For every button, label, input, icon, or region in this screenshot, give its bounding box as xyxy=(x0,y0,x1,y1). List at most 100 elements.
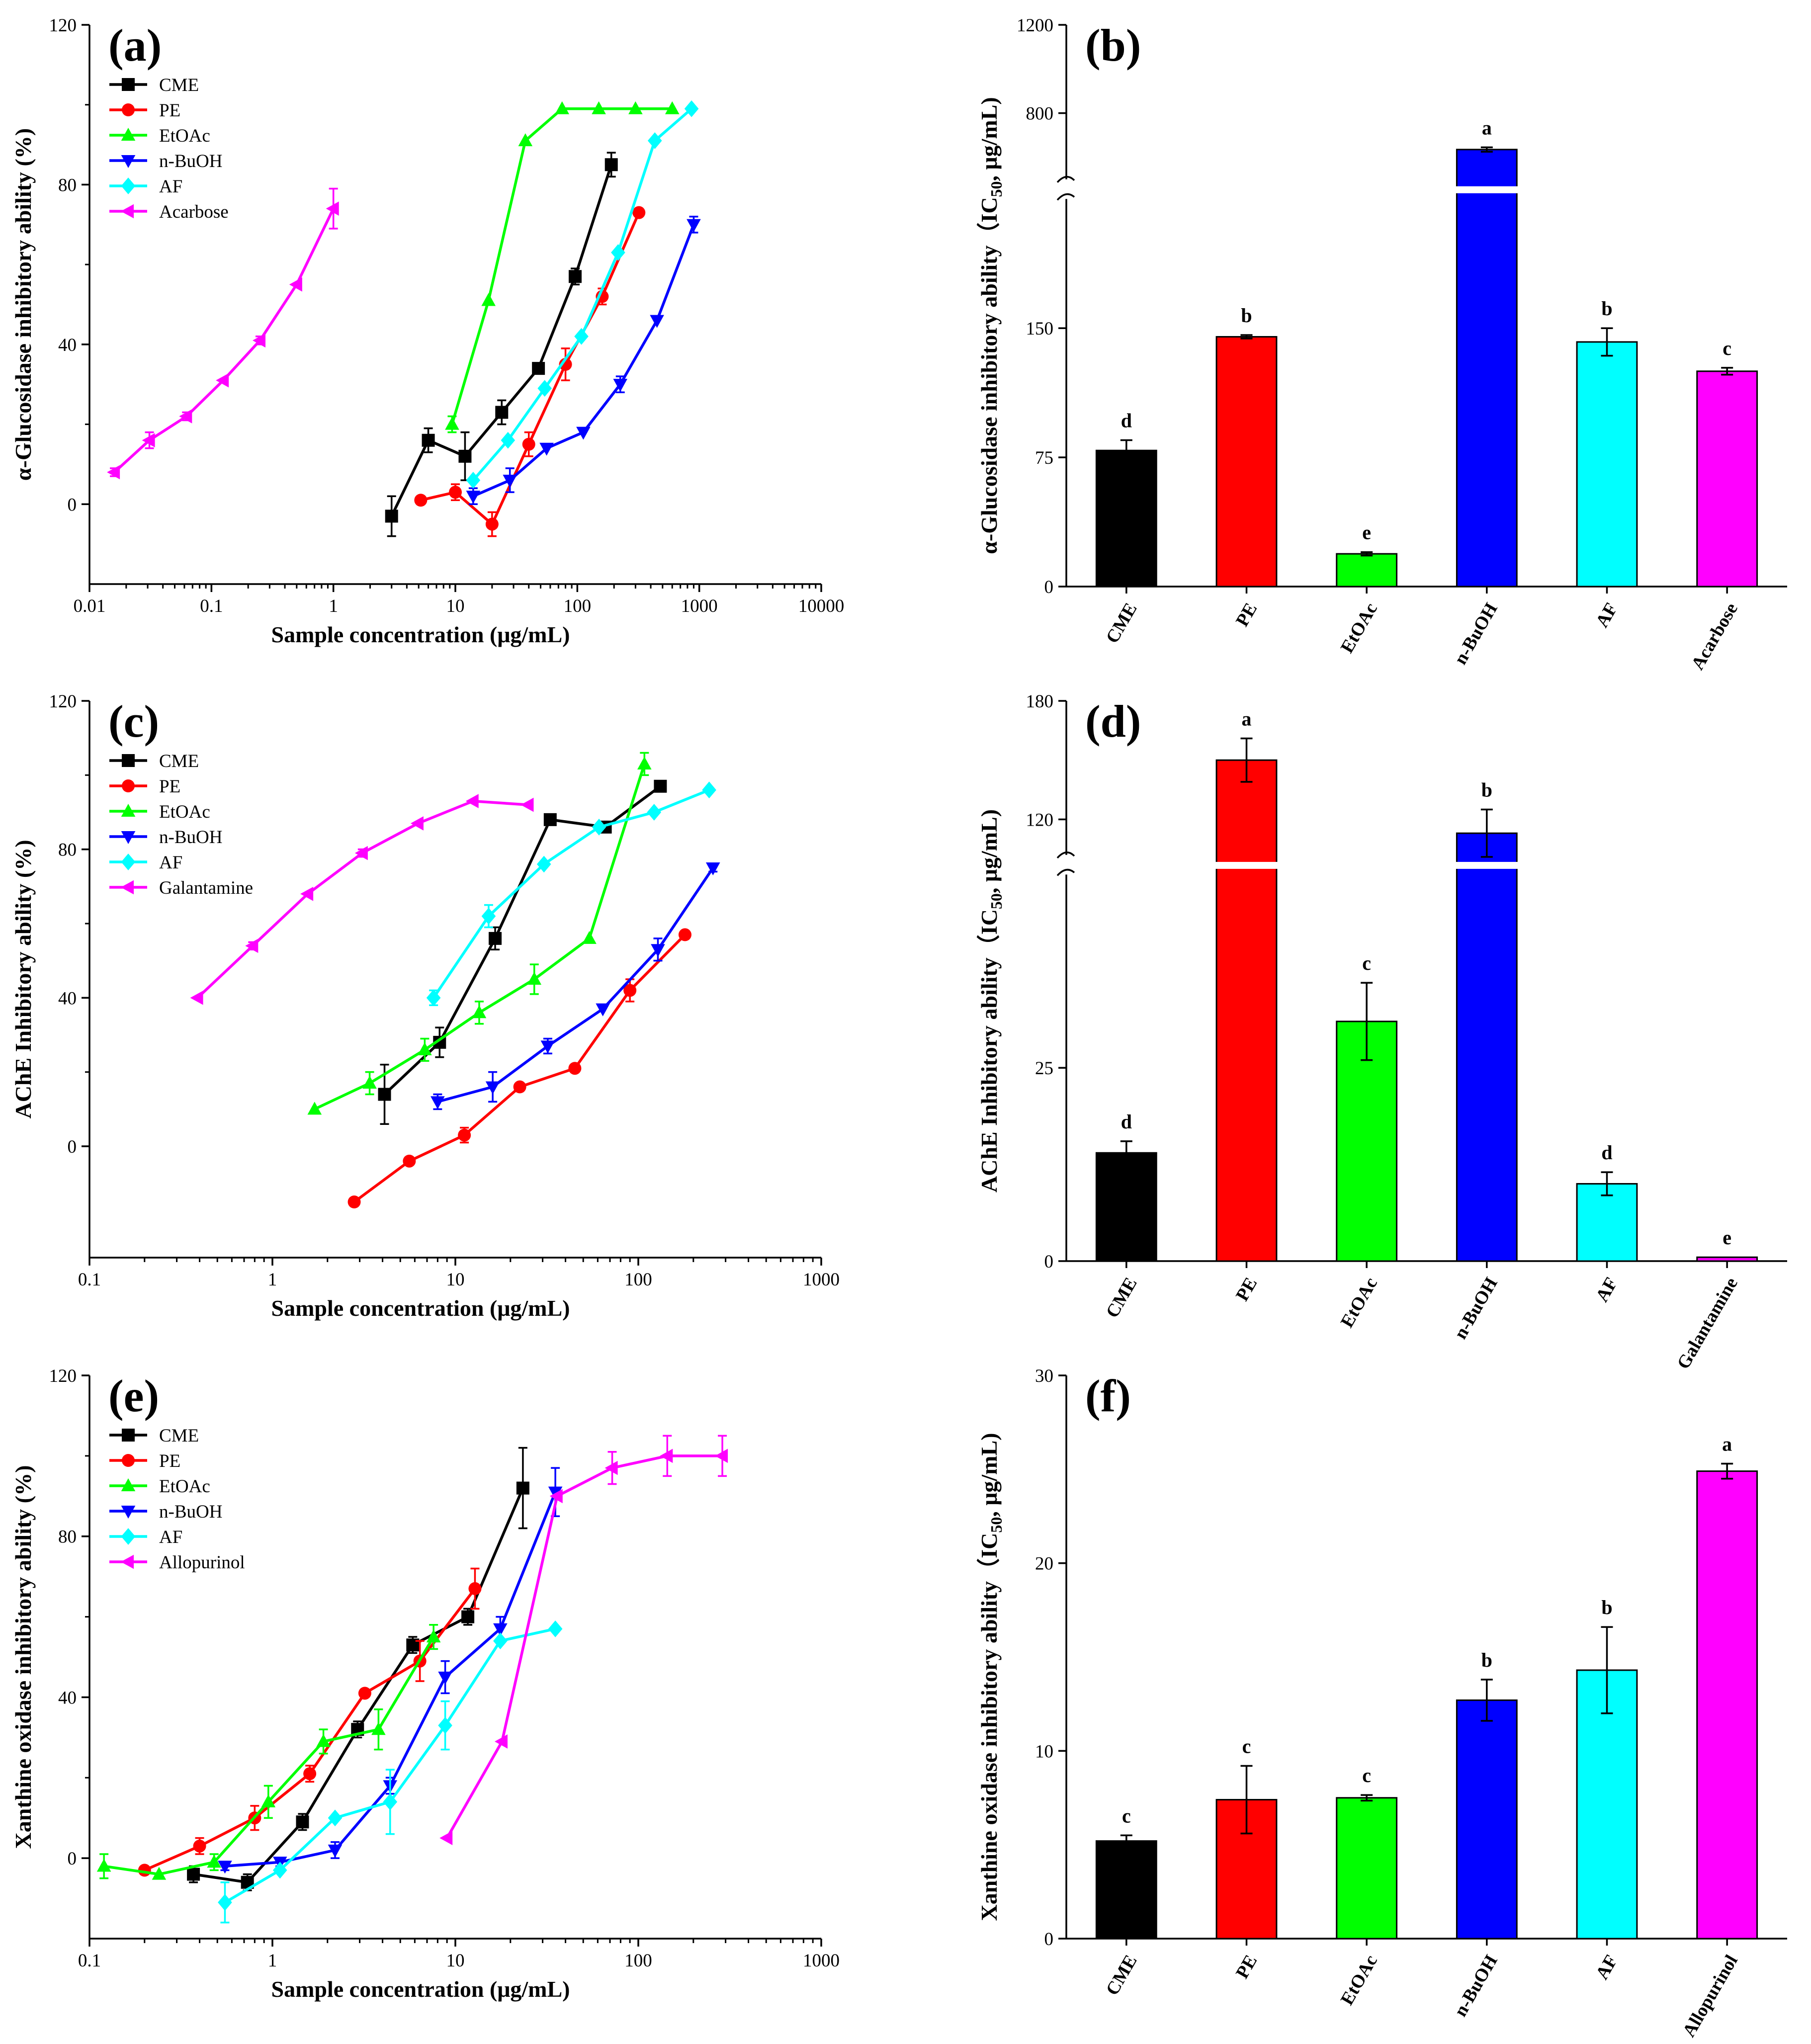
bar-Galantamine xyxy=(1696,1256,1758,1262)
significance-letter: d xyxy=(1121,409,1132,431)
data-point xyxy=(623,984,637,997)
data-point xyxy=(485,517,499,531)
data-point xyxy=(537,380,552,397)
x-tick-label: 10 xyxy=(446,596,465,616)
x-tick-label: 0.1 xyxy=(200,596,223,616)
data-point xyxy=(179,409,192,424)
data-point xyxy=(527,972,542,985)
panel-label: (e) xyxy=(108,1370,159,1421)
y-axis-title: α-Glucosidase inhibitory ability (%) xyxy=(10,128,36,481)
data-point xyxy=(193,1839,206,1853)
series-CME xyxy=(385,152,618,537)
data-point xyxy=(326,201,339,216)
legend-marker xyxy=(121,880,134,895)
significance-letter: e xyxy=(1362,521,1371,544)
series-Galantamine xyxy=(190,794,534,1005)
data-point xyxy=(702,781,716,799)
legend-label: AF xyxy=(159,852,182,873)
data-point xyxy=(678,928,691,941)
data-point xyxy=(582,931,597,944)
data-point xyxy=(241,1875,254,1889)
legend-label: n-BuOH xyxy=(159,151,222,171)
series-n-BuOH xyxy=(431,862,720,1110)
significance-letter: d xyxy=(1121,1110,1132,1133)
x-tick-label: 1000 xyxy=(803,1951,840,1971)
data-point xyxy=(207,1855,221,1868)
y-axis-title-main: AChE Inhibitory ability（IC xyxy=(976,909,1002,1192)
data-point xyxy=(613,379,628,392)
x-axis-title: Sample concentration (μg/mL) xyxy=(271,1976,570,2002)
data-point xyxy=(253,333,266,348)
data-point xyxy=(296,1815,309,1829)
legend: CME PE EtOAc n-BuOH AF Galantamine xyxy=(109,751,253,898)
data-point xyxy=(300,886,314,901)
significance-letter: c xyxy=(1242,1735,1251,1758)
bar-PE xyxy=(1215,336,1278,588)
data-point xyxy=(439,1831,453,1845)
significance-letter: b xyxy=(1601,1596,1612,1618)
data-point xyxy=(445,417,459,430)
series-n-BuOH xyxy=(466,215,701,506)
legend-label: EtOAc xyxy=(159,1476,210,1497)
legend-label: CME xyxy=(159,1426,199,1446)
series-PE xyxy=(414,206,646,537)
data-point xyxy=(371,1722,386,1735)
x-tick-label: 1000 xyxy=(803,1270,840,1290)
data-point xyxy=(458,1128,471,1142)
y-tick-label: 80 xyxy=(58,840,77,860)
y-axis-title: α-Glucosidase inhibitory ability（IC50, μ… xyxy=(976,97,1005,554)
y-tick-label: 180 xyxy=(1026,691,1054,712)
data-point xyxy=(316,1734,331,1747)
data-point xyxy=(433,1035,446,1049)
x-tick-label: 0.1 xyxy=(78,1951,101,1971)
x-tick-label: 0.01 xyxy=(74,596,106,616)
bar-n-BuOH xyxy=(1456,149,1518,588)
legend-marker xyxy=(121,1528,136,1545)
significance-letter: a xyxy=(1482,116,1492,139)
data-point xyxy=(494,1734,508,1749)
y-axis-title: Xanthine oxidase inhibitory ability（IC50… xyxy=(976,1433,1005,1921)
legend: CME PE EtOAc n-BuOH AF Acarbose xyxy=(109,75,229,222)
y-axis-title-main: α-Glucosidase inhibitory ability（IC xyxy=(976,197,1002,554)
y-tick-label: 0 xyxy=(68,1137,77,1157)
data-point xyxy=(383,1793,398,1810)
axis-break-mark xyxy=(1056,868,1075,876)
data-point xyxy=(245,938,259,953)
x-tick-label: 1 xyxy=(268,1270,277,1290)
y-axis-title-tail: , μg/mL) xyxy=(976,1433,1002,1517)
series-AF xyxy=(426,781,716,1007)
data-point xyxy=(426,1629,441,1643)
y-axis-title-subscript: 50 xyxy=(987,181,1005,197)
legend-marker xyxy=(122,1429,135,1442)
data-point xyxy=(431,1096,445,1109)
significance-letter: b xyxy=(1481,779,1492,801)
y-tick-label: 40 xyxy=(58,988,77,1009)
data-point xyxy=(422,433,435,447)
x-tick-label: 1000 xyxy=(681,596,718,616)
legend: CME PE EtOAc n-BuOH AF Allopurinol xyxy=(109,1426,245,1573)
data-point xyxy=(647,804,662,821)
data-point xyxy=(503,475,517,488)
x-tick-label: 0.1 xyxy=(78,1270,101,1290)
data-point xyxy=(493,1623,508,1636)
data-point xyxy=(518,133,533,147)
data-point xyxy=(516,1481,529,1495)
y-tick-label: 120 xyxy=(49,15,77,36)
data-point xyxy=(532,362,545,375)
series-PE xyxy=(347,928,691,1208)
bar-EtOAc xyxy=(1336,1797,1398,1940)
axis-break-mark xyxy=(1056,176,1075,183)
data-point xyxy=(520,797,534,812)
data-point xyxy=(592,818,606,836)
data-point xyxy=(628,101,643,114)
panel-label: (b) xyxy=(1085,20,1141,71)
y-tick-label: 20 xyxy=(1035,1554,1053,1574)
data-point xyxy=(468,1582,482,1595)
data-point xyxy=(540,1040,555,1054)
data-point xyxy=(403,1154,416,1168)
data-point xyxy=(632,206,646,219)
panel-label: (f) xyxy=(1085,1370,1131,1421)
y-axis-title: AChE Inhibitory ability（IC50, μg/mL) xyxy=(976,809,1005,1192)
data-point xyxy=(501,431,516,449)
panel-label: (a) xyxy=(108,20,162,71)
